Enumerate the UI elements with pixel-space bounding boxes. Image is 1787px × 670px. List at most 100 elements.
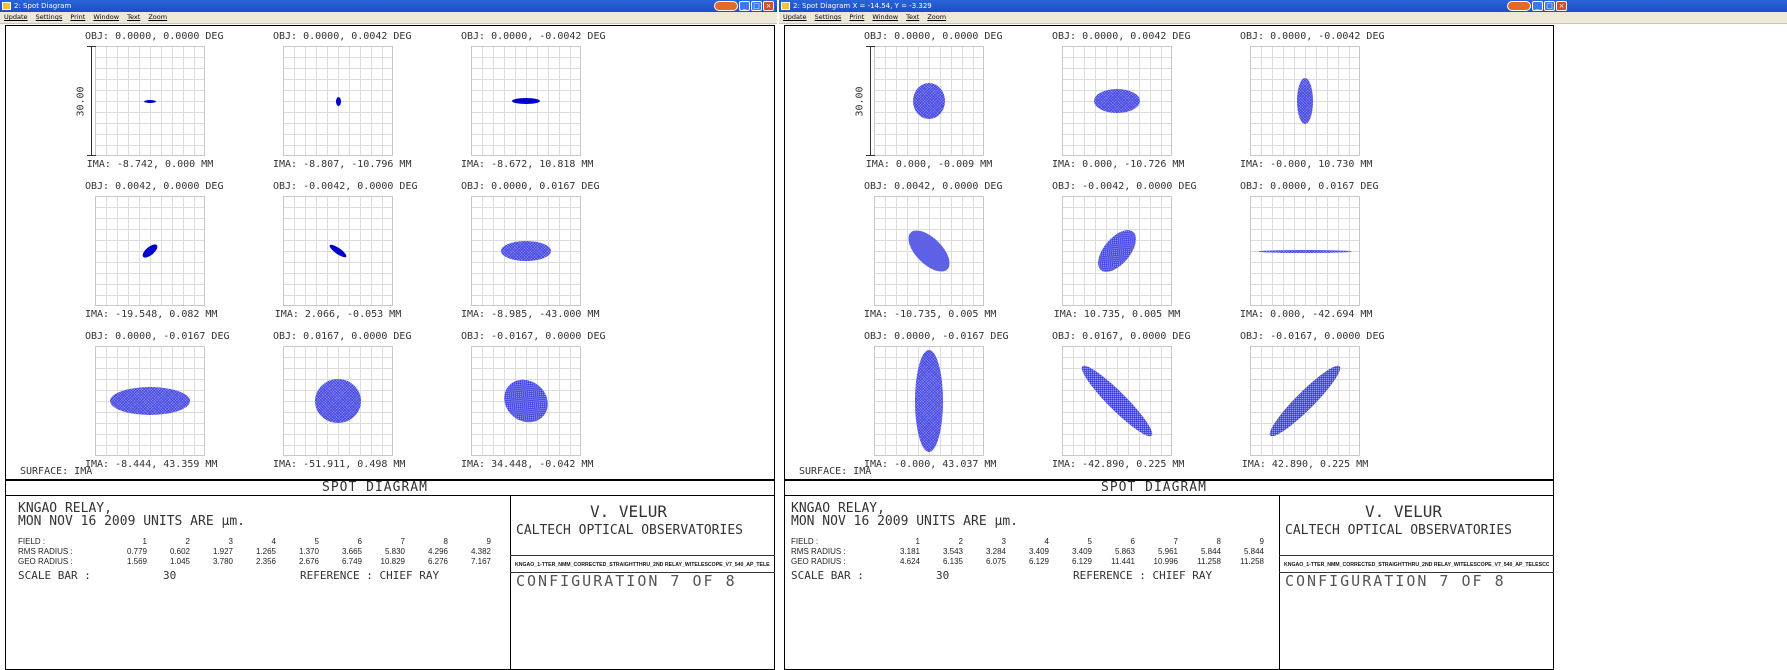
field-ima-label: IMA: 42.890, 0.225 MM xyxy=(1241,459,1369,470)
menu-zoom[interactable]: Zoom xyxy=(927,13,947,21)
scale-bar-label: 30.00 xyxy=(75,86,87,117)
table-row-label: FIELD : xyxy=(18,537,46,546)
app-icon xyxy=(781,2,790,10)
table-cell: 7 xyxy=(400,537,405,546)
spot-diagram-window-1: 2: Spot Diagram _ □ × Update Settings Pr… xyxy=(0,0,777,670)
info-sep xyxy=(510,555,775,556)
scale-bar-value: 30 xyxy=(163,569,177,582)
window-controls: _ □ × xyxy=(1507,1,1567,11)
organization: CALTECH OPTICAL OBSERVATORIES xyxy=(516,523,743,538)
spot-pattern xyxy=(915,350,943,452)
window-title: 2: Spot Diagram xyxy=(14,2,72,10)
author: V. VELUR xyxy=(1365,502,1443,521)
window-title: 2: Spot Diagram X = -14.54, Y = -3.329 xyxy=(793,2,932,10)
menu-text[interactable]: Text xyxy=(906,13,920,21)
table-cell: 3.665 xyxy=(341,547,362,556)
table-cell: 7.167 xyxy=(470,557,491,566)
field-obj-label: OBJ: 0.0042, 0.0000 DEG xyxy=(864,181,1003,192)
field-ima-label: IMA: -0.000, 43.037 MM xyxy=(864,459,997,470)
menu-zoom[interactable]: Zoom xyxy=(148,13,168,21)
lens-title: KNGAO RELAY, xyxy=(791,501,885,516)
field-obj-label: OBJ: 0.0000, 0.0000 DEG xyxy=(864,31,1003,42)
menu-window[interactable]: Window xyxy=(93,13,120,21)
field-ima-label: IMA: -8.807, -10.796 MM xyxy=(273,159,412,170)
table-cell: 5.961 xyxy=(1157,547,1178,556)
spot-pattern xyxy=(1297,78,1313,124)
table-cell: 0.602 xyxy=(169,547,190,556)
table-row-label: FIELD : xyxy=(791,537,819,546)
scale-bar-tick-bottom xyxy=(87,155,96,156)
table-cell: 4.296 xyxy=(427,547,448,556)
menu-settings[interactable]: Settings xyxy=(35,13,63,21)
field-obj-label: OBJ: -0.0167, 0.0000 DEG xyxy=(1240,331,1385,342)
title-bar[interactable]: 2: Spot Diagram _ □ × xyxy=(0,0,777,12)
scale-bar-tick-top xyxy=(866,46,875,47)
lens-title: KNGAO RELAY, xyxy=(18,501,112,516)
table-cell: 3.409 xyxy=(1028,547,1049,556)
menu-update[interactable]: Update xyxy=(783,13,807,21)
spot-pattern xyxy=(501,241,551,261)
table-cell: 4 xyxy=(271,537,276,546)
field-obj-label: OBJ: -0.0042, 0.0000 DEG xyxy=(273,181,418,192)
field-ima-label: IMA: -0.000, 10.730 MM xyxy=(1240,159,1373,170)
table-cell: 1.569 xyxy=(126,557,147,566)
spot-grid xyxy=(95,196,205,306)
table-cell: 5.844 xyxy=(1200,547,1221,556)
table-cell: 8 xyxy=(1216,537,1221,546)
spot-grid xyxy=(471,346,581,456)
table-cell: 10.996 xyxy=(1153,557,1178,566)
table-cell: 7 xyxy=(1173,537,1178,546)
table-cell: 11.258 xyxy=(1240,557,1264,566)
field-ima-label: IMA: -8.985, -43.000 MM xyxy=(461,309,600,320)
minimize-icon[interactable]: _ xyxy=(739,1,750,11)
restore-pill-icon[interactable] xyxy=(1507,1,1531,11)
field-ima-label: IMA: 0.000, -42.694 MM xyxy=(1240,309,1373,320)
menu-print[interactable]: Print xyxy=(849,13,865,21)
menu-print[interactable]: Print xyxy=(70,13,86,21)
menu-text[interactable]: Text xyxy=(127,13,141,21)
field-ima-label: IMA: -8.672, 10.818 MM xyxy=(461,159,594,170)
field-ima-label: IMA: 34.448, -0.042 MM xyxy=(461,459,594,470)
scale-bar-value: 30 xyxy=(936,569,950,582)
field-obj-label: OBJ: 0.0000, 0.0000 DEG xyxy=(85,31,224,42)
menu-window[interactable]: Window xyxy=(872,13,899,21)
menu-settings[interactable]: Settings xyxy=(814,13,842,21)
field-obj-label: OBJ: 0.0000, -0.0167 DEG xyxy=(85,331,230,342)
scale-bar-tick-bottom xyxy=(866,155,875,156)
field-ima-label: IMA: 10.735, 0.005 MM xyxy=(1053,309,1181,320)
table-cell: 1.927 xyxy=(212,547,233,556)
table-cell: 1 xyxy=(142,537,147,546)
app-icon xyxy=(2,2,11,10)
field-obj-label: OBJ: -0.0167, 0.0000 DEG xyxy=(461,331,606,342)
close-icon[interactable]: × xyxy=(763,1,774,11)
table-cell: 3.181 xyxy=(899,547,920,556)
close-icon[interactable]: × xyxy=(1556,1,1567,11)
minimize-icon[interactable]: _ xyxy=(1532,1,1543,11)
scale-bar xyxy=(91,46,92,156)
table-cell: 5.863 xyxy=(1114,547,1135,556)
spot-diagram-window-2: 2: Spot Diagram X = -14.54, Y = -3.329 _… xyxy=(779,0,1787,670)
table-cell: 5 xyxy=(1087,537,1092,546)
table-cell: 6.129 xyxy=(1071,557,1092,566)
maximize-icon[interactable]: □ xyxy=(751,1,762,11)
spot-pattern xyxy=(1094,89,1140,113)
menu-update[interactable]: Update xyxy=(4,13,28,21)
table-cell: 6.075 xyxy=(985,557,1006,566)
spot-pattern xyxy=(315,379,361,423)
table-cell: 3.409 xyxy=(1071,547,1092,556)
table-row-label: RMS RADIUS : xyxy=(18,547,73,556)
title-bar[interactable]: 2: Spot Diagram X = -14.54, Y = -3.329 _… xyxy=(779,0,1787,12)
field-ima-label: IMA: -42.890, 0.225 MM xyxy=(1052,459,1185,470)
info-box xyxy=(5,495,775,670)
table-cell: 2.356 xyxy=(255,557,276,566)
table-cell: 0.779 xyxy=(126,547,147,556)
table-cell: 2 xyxy=(185,537,190,546)
maximize-icon[interactable]: □ xyxy=(1544,1,1555,11)
field-obj-label: OBJ: 0.0000, 0.0167 DEG xyxy=(461,181,600,192)
field-ima-label: IMA: -51.911, 0.498 MM xyxy=(273,459,406,470)
table-cell: 3 xyxy=(1001,537,1006,546)
restore-pill-icon[interactable] xyxy=(714,1,738,11)
field-obj-label: OBJ: 0.0000, 0.0042 DEG xyxy=(273,31,412,42)
menu-bar: Update Settings Print Window Text Zoom xyxy=(0,12,777,24)
table-cell: 3.284 xyxy=(985,547,1006,556)
